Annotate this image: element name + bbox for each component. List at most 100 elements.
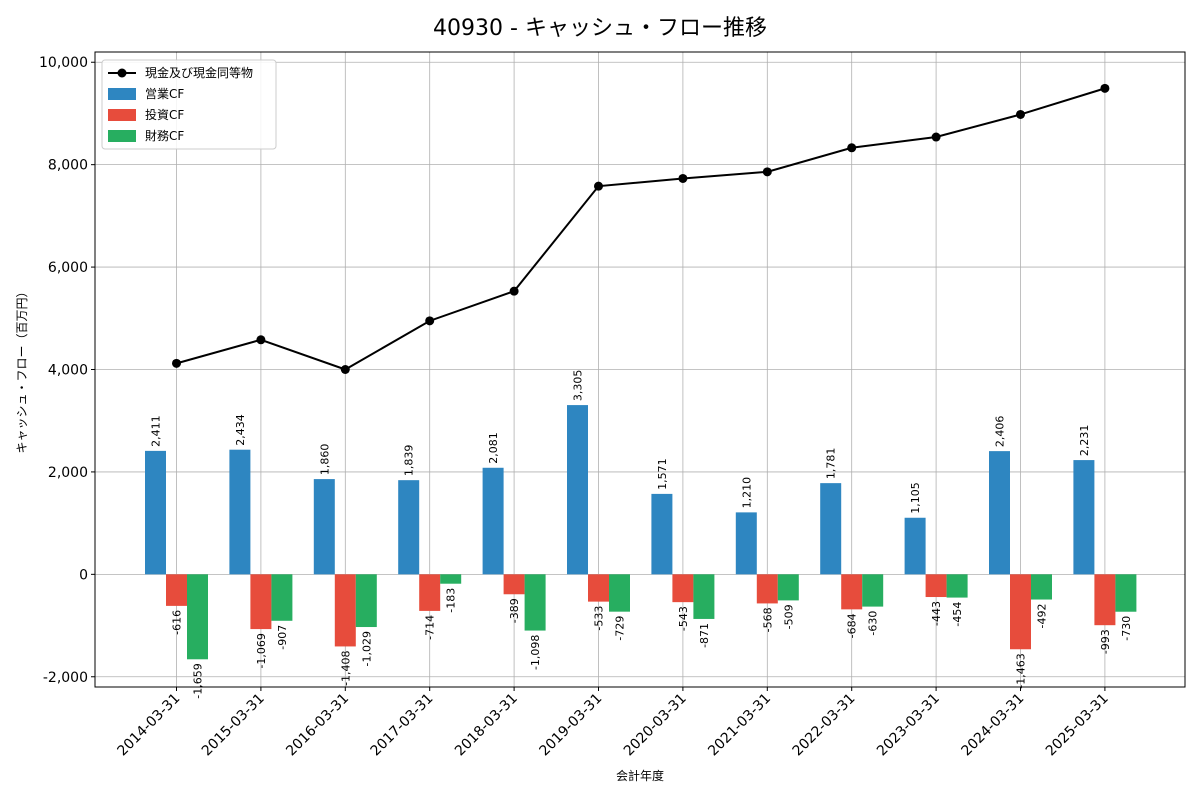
- financing-cf-bar: [693, 574, 715, 619]
- y-tick-label: 10,000: [39, 55, 88, 71]
- y-tick-label: 4,000: [48, 363, 88, 379]
- financing-cf-data-label: -730: [1120, 616, 1133, 641]
- financing-cf-bar: [187, 574, 208, 660]
- investing-cf-data-label: -1,408: [339, 650, 352, 685]
- investing-cf-bar: [1010, 574, 1031, 650]
- investing-cf-data-label: -533: [593, 606, 606, 631]
- investing-cf-bar: [756, 574, 778, 604]
- investing-cf-data-label: -993: [1099, 629, 1112, 654]
- x-tick-label: 2025-03-31: [1043, 691, 1112, 760]
- x-tick-label: 2022-03-31: [790, 691, 859, 760]
- investing-cf-data-label: -1,069: [255, 633, 268, 668]
- operating-cf-data-label: 2,406: [994, 416, 1007, 448]
- x-tick-label: 2024-03-31: [958, 691, 1027, 760]
- chart-title: 40930 - キャッシュ・フロー推移: [433, 16, 767, 41]
- financing-cf-data-label: -509: [782, 604, 795, 629]
- financing-cf-data-label: -907: [276, 625, 289, 650]
- y-tick-label: 0: [79, 567, 88, 583]
- cash-equivalents-point: [762, 167, 772, 177]
- financing-cf-data-label: -1,098: [529, 635, 542, 670]
- operating-cf-data-label: 2,411: [150, 415, 163, 447]
- cash-equivalents-point: [1016, 109, 1025, 119]
- financing-cf-data-label: -871: [698, 623, 711, 648]
- x-tick-label: 2021-03-31: [705, 691, 774, 760]
- operating-cf-data-label: 2,434: [234, 414, 247, 446]
- x-tick-label: 2016-03-31: [283, 691, 352, 760]
- financing-cf-bar: [777, 574, 799, 601]
- investing-cf-bar: [419, 574, 441, 611]
- x-tick-label: 2018-03-31: [452, 691, 521, 760]
- financing-cf-data-label: -630: [867, 611, 880, 636]
- legend-bar-swatch: [108, 109, 136, 121]
- financing-cf-bar: [862, 574, 884, 607]
- investing-cf-bar: [672, 574, 694, 603]
- financing-cf-data-label: -1,029: [360, 631, 373, 666]
- x-tick-label: 2015-03-31: [199, 691, 268, 760]
- operating-cf-bar: [482, 467, 504, 575]
- operating-cf-bar: [229, 449, 251, 575]
- financing-cf-data-label: -454: [951, 602, 964, 627]
- cash-equivalents-point: [1100, 83, 1110, 93]
- cash-equivalents-point: [931, 132, 941, 142]
- legend-bar-swatch: [108, 88, 136, 100]
- investing-cf-data-label: -616: [171, 610, 184, 635]
- investing-cf-bar: [166, 574, 187, 606]
- investing-cf-data-label: -714: [424, 615, 437, 640]
- financing-cf-data-label: -183: [445, 588, 458, 613]
- financing-cf-bar: [1115, 574, 1137, 612]
- cash-equivalents-point: [340, 365, 350, 374]
- operating-cf-bar: [820, 483, 842, 575]
- cash-equivalents-line: [176, 87, 1106, 371]
- investing-cf-bar: [588, 574, 609, 602]
- investing-cf-data-label: -1,463: [1015, 653, 1028, 688]
- operating-cf-bar: [904, 517, 926, 575]
- financing-cf-bar: [440, 574, 462, 584]
- investing-cf-bar: [841, 574, 863, 610]
- operating-cf-data-label: 2,081: [487, 432, 500, 463]
- legend-entry: 投資CF: [145, 107, 184, 122]
- cash-equivalents-point: [847, 143, 857, 153]
- legend-bar-swatch: [108, 130, 136, 142]
- financing-cf-bar: [355, 574, 377, 628]
- cash-equivalents-point: [172, 358, 181, 368]
- financing-cf-bar: [524, 574, 546, 631]
- operating-cf-bar: [313, 479, 335, 575]
- legend-entry: 営業CF: [145, 87, 184, 101]
- cash-equivalents-point: [678, 173, 688, 183]
- cash-equivalents-point: [594, 181, 603, 191]
- operating-cf-data-label: 1,860: [318, 444, 331, 476]
- financing-cf-bar: [1031, 574, 1052, 600]
- legend-marker: [117, 68, 127, 78]
- investing-cf-bar: [250, 574, 272, 630]
- financing-cf-data-label: -729: [614, 616, 627, 641]
- x-axis-label: 会計年度: [616, 768, 664, 783]
- financing-cf-data-label: -1,659: [192, 663, 205, 698]
- financing-cf-bar: [946, 574, 968, 598]
- investing-cf-data-label: -543: [677, 606, 690, 631]
- operating-cf-data-label: 1,839: [403, 445, 416, 477]
- legend-entry: 財務CF: [145, 128, 184, 143]
- financing-cf-bar: [609, 574, 630, 612]
- y-tick-label: 6,000: [48, 260, 88, 276]
- x-tick-label: 2017-03-31: [368, 691, 437, 760]
- operating-cf-bar: [145, 450, 166, 575]
- operating-cf-data-label: 1,210: [740, 477, 753, 509]
- x-tick-label: 2020-03-31: [621, 691, 690, 760]
- operating-cf-bar: [398, 480, 420, 575]
- operating-cf-bar: [567, 405, 588, 575]
- y-axis-label: キャッシュ・フロー（百万円）: [15, 285, 29, 453]
- financing-cf-data-label: -492: [1036, 604, 1049, 629]
- cash-equivalents-point: [509, 286, 519, 296]
- investing-cf-bar: [334, 574, 356, 647]
- investing-cf-data-label: -568: [761, 607, 774, 632]
- x-tick-label: 2019-03-31: [536, 691, 605, 760]
- investing-cf-bar: [925, 574, 947, 598]
- x-tick-label: 2014-03-31: [114, 691, 183, 760]
- operating-cf-data-label: 2,231: [1078, 425, 1091, 457]
- investing-cf-data-label: -389: [508, 598, 521, 623]
- operating-cf-data-label: 3,305: [572, 370, 585, 402]
- legend-box: [101, 59, 277, 150]
- operating-cf-bar: [651, 493, 673, 575]
